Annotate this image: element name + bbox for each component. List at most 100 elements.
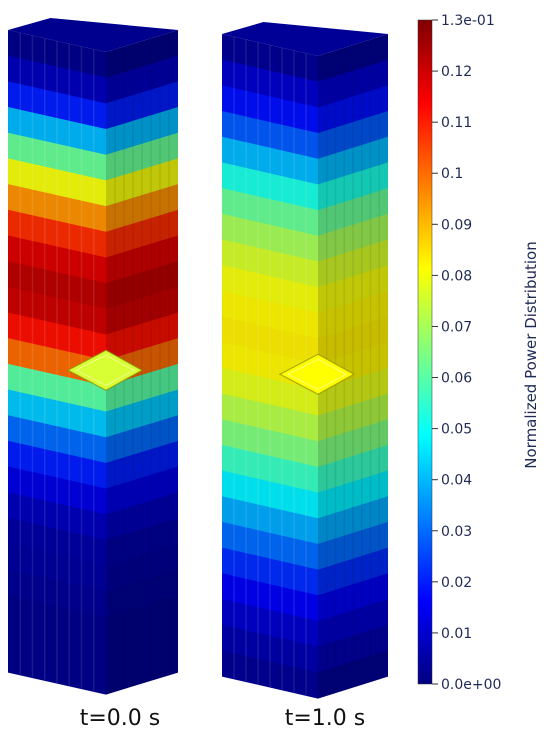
column-left-face-layer (222, 470, 318, 519)
column-left-face-layer (222, 624, 318, 673)
column-left-face-layer (8, 261, 106, 310)
column-left-face-layer (8, 158, 106, 207)
column-left-face-layer (222, 85, 318, 134)
column-right-face-layer (106, 286, 178, 336)
column-right-face-layer (318, 419, 388, 468)
column-left-face-layer (222, 162, 318, 211)
column-left-face-layer (8, 646, 106, 695)
column-right-face-layer (318, 316, 388, 365)
column-left-face-layer (222, 316, 318, 365)
column-left-face-layer (222, 265, 318, 314)
column-right-face-layer (318, 239, 388, 288)
colorbar-tick-label: 0.12 (441, 64, 472, 80)
caption-right: t=1.0 s (284, 706, 366, 731)
column-right-face-layer (318, 496, 388, 545)
column-right-face-layer (106, 81, 178, 130)
colorbar-title: Normalized Power Distribution (522, 241, 540, 468)
core-cut-face (278, 353, 356, 395)
column-right-face-layer (106, 517, 178, 567)
column-left-face-layer (222, 290, 318, 340)
colorbar-tick-label: 0.1 (441, 166, 463, 182)
column-right-face-layer (318, 547, 388, 596)
colorbar-tick-label: 0.01 (441, 626, 472, 642)
column-left-face-layer (8, 389, 106, 438)
column-left-face-layer (8, 286, 106, 336)
column-left-face-layer (8, 415, 106, 464)
column-left-face-layer (222, 521, 318, 571)
colorbar-tick-label: 0.02 (441, 575, 472, 591)
column-right-face-layer (106, 389, 178, 438)
column-left-face-layer (8, 312, 106, 361)
column-right-face-layer (318, 59, 388, 108)
power-column-t1 (222, 22, 388, 699)
core-cut-face (66, 349, 144, 391)
column-left-face-layer (222, 650, 318, 699)
colorbar-tick-label: 0.07 (441, 319, 472, 335)
core-cut-outline (74, 354, 136, 386)
column-right-face-layer (318, 573, 388, 622)
column-left-face-layer (222, 136, 318, 185)
power-column-t0 (8, 18, 178, 695)
column-right-face-layer (106, 363, 178, 413)
column-left-face-layer (8, 55, 106, 104)
column-right-face-layer (106, 209, 178, 259)
core-cut-outline (286, 358, 348, 390)
column-left-face-layer (8, 492, 106, 541)
column-right-face-layer (106, 235, 178, 284)
column-right-face-layer (106, 312, 178, 361)
column-right-face-layer (318, 521, 388, 571)
column-left-face-layer (222, 547, 318, 596)
column-right-face-layer (318, 367, 388, 417)
column-left-face-layer (222, 213, 318, 263)
column-right-face-layer (318, 188, 388, 237)
column-left-face-layer (222, 419, 318, 468)
column-left-face-layer (8, 466, 106, 515)
column-right-face-layer (106, 594, 178, 644)
column-right-face-layer (318, 213, 388, 263)
column-left-face-layer (222, 188, 318, 237)
colorbar-ticks: 1.3e-01 0.12 0.11 0.1 0.09 0.08 0.07 0.06 0.05 0.… (432, 13, 501, 693)
column-left-face-layer (222, 496, 318, 545)
column-left-face-layer (8, 594, 106, 644)
column-right-face-layer (318, 470, 388, 519)
column-right-face-layer (318, 393, 388, 442)
column-left-face-layer (222, 111, 318, 160)
column-left-face-layer (8, 30, 106, 79)
column-left-face-layer (222, 239, 318, 288)
colorbar-tick-label: 0.09 (441, 217, 472, 233)
column-right-face-layer (318, 290, 388, 340)
column-right-face-layer (106, 466, 178, 515)
column-right-face-layer (106, 55, 178, 104)
column-right-face-layer (106, 261, 178, 310)
column-right-face-layer (106, 440, 178, 490)
column-right-face-layer (318, 111, 388, 160)
column-right-face-layer (318, 34, 388, 83)
column-left-face-layer (222, 573, 318, 622)
column-left-face-layer (222, 598, 318, 648)
column-right-face-layer (106, 543, 178, 592)
column-left-face-layer (8, 107, 106, 156)
column-right-face-layer (106, 646, 178, 695)
column-right-face-layer (106, 107, 178, 156)
column-right-face-layer (106, 184, 178, 233)
colorbar-tick-label: 0.05 (441, 422, 472, 438)
column-left-face-layer (222, 367, 318, 417)
column-right-face-layer (106, 415, 178, 464)
column-left-face-layer (8, 209, 106, 259)
column-left-face-layer (8, 569, 106, 618)
column-left-face-layer (8, 440, 106, 490)
column-right-face-layer (318, 136, 388, 185)
column-left-face-layer (8, 517, 106, 567)
column-left-face-layer (222, 393, 318, 442)
column-left-face-layer (8, 620, 106, 669)
column-top-face (8, 18, 178, 52)
column-right-face-layer (106, 132, 178, 181)
caption-left: t=0.0 s (79, 706, 161, 731)
colorbar-tick-label: 0.0e+00 (441, 677, 501, 693)
column-left-face-layer (222, 444, 318, 494)
colorbar-tick-label: 1.3e-01 (441, 13, 495, 29)
colorbar-tick-label: 0.03 (441, 524, 472, 540)
column-right-face-layer (318, 85, 388, 134)
column-right-face-layer (318, 162, 388, 211)
